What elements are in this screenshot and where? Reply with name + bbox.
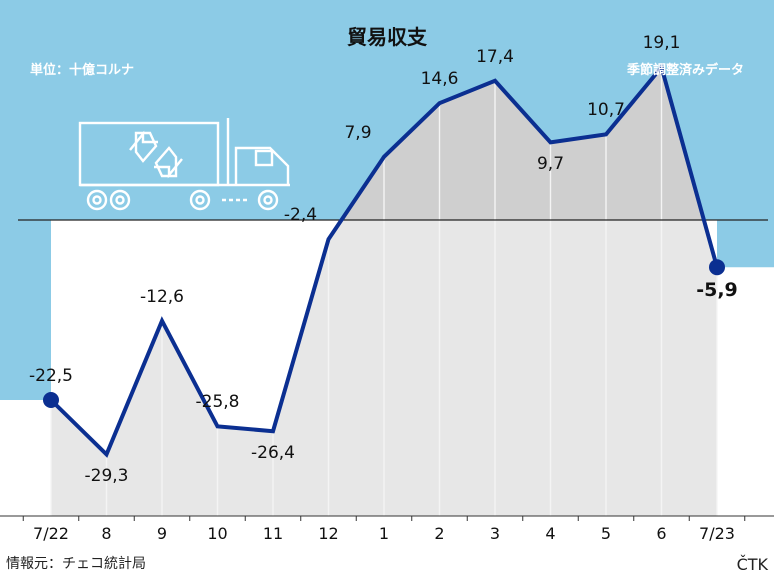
trade-arrows-icon xyxy=(129,130,183,179)
truck-wheel-icon xyxy=(257,189,279,211)
x-tick-label: 11 xyxy=(262,524,284,543)
data-value-label: -26,4 xyxy=(251,443,295,464)
x-tick-label: 12 xyxy=(318,524,339,543)
x-axis-ticks xyxy=(22,516,746,521)
data-points xyxy=(43,259,725,408)
x-tick-label: 2 xyxy=(434,524,445,543)
source-note: 情報元：チェコ統計局 xyxy=(6,556,146,572)
chart-title: 貿易収支 xyxy=(347,25,427,49)
data-value-label: -5,9 xyxy=(696,279,738,302)
x-tick-label: 10 xyxy=(207,524,228,543)
data-value-label: -12,6 xyxy=(140,286,184,307)
truck-wheel-icon xyxy=(189,189,211,211)
x-tick-label: 3 xyxy=(489,524,501,543)
start-point-marker xyxy=(43,392,59,408)
x-tick-label: 7/22 xyxy=(33,524,69,543)
x-tick-label: 5 xyxy=(600,524,612,543)
unit-note: 単位：十億コルナ xyxy=(30,63,135,78)
area-fill-positive xyxy=(341,67,704,220)
data-value-label: 19,1 xyxy=(642,33,681,54)
data-value-label: -22,5 xyxy=(29,366,73,386)
data-value-label: 9,7 xyxy=(536,154,565,175)
data-value-label: -2,4 xyxy=(283,205,318,226)
x-tick-label: 6 xyxy=(656,524,667,543)
end-point-marker xyxy=(709,259,725,276)
x-tick-label: 4 xyxy=(545,524,556,543)
x-tick-label: 1 xyxy=(378,524,390,543)
data-value-label: 14,6 xyxy=(420,69,459,90)
series-line xyxy=(49,62,719,458)
truck-wheel-icon xyxy=(109,189,131,211)
data-value-label: 17,4 xyxy=(476,46,514,67)
data-value-label: -25,8 xyxy=(195,392,240,413)
seasonal-adjustment-note: 季節調整済みデータ xyxy=(626,63,744,78)
truck-wheel-icon xyxy=(86,189,108,211)
x-tick-label: 8 xyxy=(101,524,112,543)
data-value-label: 7,9 xyxy=(344,122,372,143)
credit-logo: ČTK xyxy=(736,555,768,574)
x-tick-label: 7/23 xyxy=(699,524,735,543)
truck-icon xyxy=(78,118,290,211)
data-value-label: -29,3 xyxy=(84,466,129,487)
x-tick-label: 9 xyxy=(156,524,168,543)
data-value-label: 10,7 xyxy=(587,100,625,121)
area-fills xyxy=(50,67,718,516)
